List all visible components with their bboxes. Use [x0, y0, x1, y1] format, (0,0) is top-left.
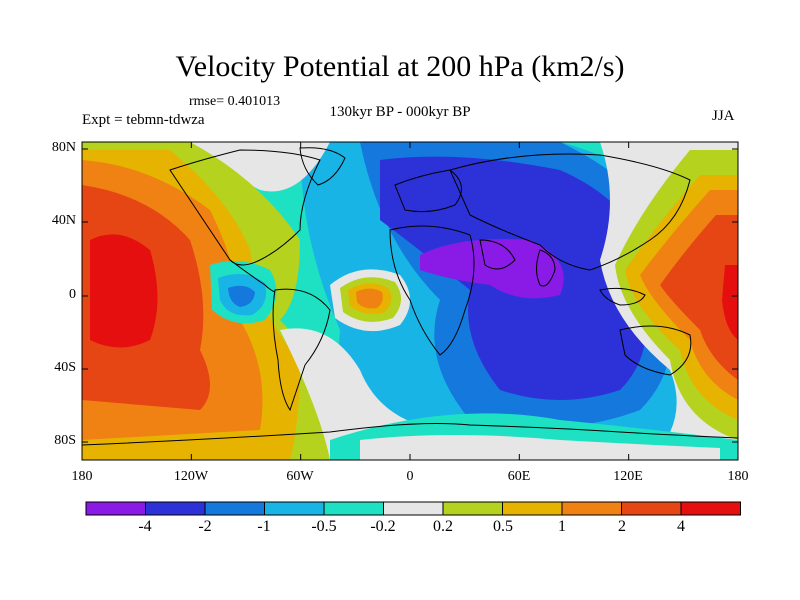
velocity-potential-field [82, 142, 738, 460]
colorbar-swatch [85, 501, 146, 516]
colorbar-level-label: -1 [257, 518, 271, 535]
colorbar-swatch [323, 501, 384, 516]
coast-arabia [479, 239, 516, 270]
field-band-pos-east-5 [660, 215, 738, 380]
field-pocket-atlantic-core [356, 288, 383, 309]
lat-tick-label: 40S [54, 360, 76, 375]
coast-maritime-continent [599, 287, 646, 306]
lon-tick-label: 120E [613, 469, 643, 484]
colorbar-swatch [264, 501, 325, 516]
colorbar-swatch [204, 501, 265, 516]
season-label: JJA [712, 108, 735, 124]
experiment-label: Expt = tebmn-tdwza [82, 112, 205, 128]
lat-tick-label: 0 [69, 287, 76, 302]
field-band-pos-east-6 [722, 265, 738, 340]
colorbar-level-label: -4 [138, 518, 152, 535]
colorbar-swatch [680, 501, 741, 516]
coast-australia [619, 325, 692, 376]
lon-tick-label: 60E [507, 469, 531, 484]
colorbar-swatch [145, 501, 206, 516]
colorbar-level-label: 2 [618, 518, 626, 535]
coast-greenland [299, 147, 346, 186]
colorbar-swatch [442, 501, 503, 516]
map-title: Velocity Potential at 200 hPa (km2/s) [175, 50, 625, 83]
colorbar-swatch [383, 501, 444, 516]
lon-tick-label: 60W [286, 469, 314, 484]
colorbar-swatch [502, 501, 563, 516]
rmse-label: rmse= 0.401013 [189, 94, 281, 109]
lat-tick-label: 40N [51, 213, 76, 228]
colorbar [85, 501, 741, 516]
coast-india [536, 249, 556, 287]
lat-tick-label: 80S [54, 433, 76, 448]
colorbar-level-label: 0.5 [493, 518, 513, 535]
lon-tick-label: 120W [173, 469, 209, 484]
colorbar-level-label: -0.5 [311, 518, 337, 535]
coast-europe [394, 169, 462, 213]
coast-asia [449, 153, 691, 271]
lon-tick-label: 0 [406, 469, 414, 484]
lon-tick-label: 180 [727, 469, 749, 484]
coast-south-america [272, 288, 331, 412]
colorbar-level-label: -0.2 [370, 518, 396, 535]
field-band-southern-ocean-gray [360, 435, 720, 460]
coast-antarctica [82, 423, 738, 446]
colorbar-level-label: 4 [677, 518, 685, 535]
coastlines [82, 147, 738, 446]
map-ticks [81, 142, 739, 460]
field-pocket-caribbean-core [228, 285, 255, 307]
colorbar-level-label: 0.2 [433, 518, 453, 535]
colorbar-level-label: 1 [558, 518, 566, 535]
colorbar-level-label: -2 [198, 518, 212, 535]
lat-tick-label: 80N [51, 140, 76, 155]
lon-tick-label: 180 [71, 469, 93, 484]
period-label: 130kyr BP - 000kyr BP [329, 104, 471, 120]
coast-central-america [229, 259, 276, 293]
colorbar-swatch [621, 501, 682, 516]
coast-north-america [169, 149, 321, 266]
colorbar-swatch [561, 501, 622, 516]
coast-africa [389, 225, 475, 356]
field-band-pos-5 [90, 234, 158, 348]
